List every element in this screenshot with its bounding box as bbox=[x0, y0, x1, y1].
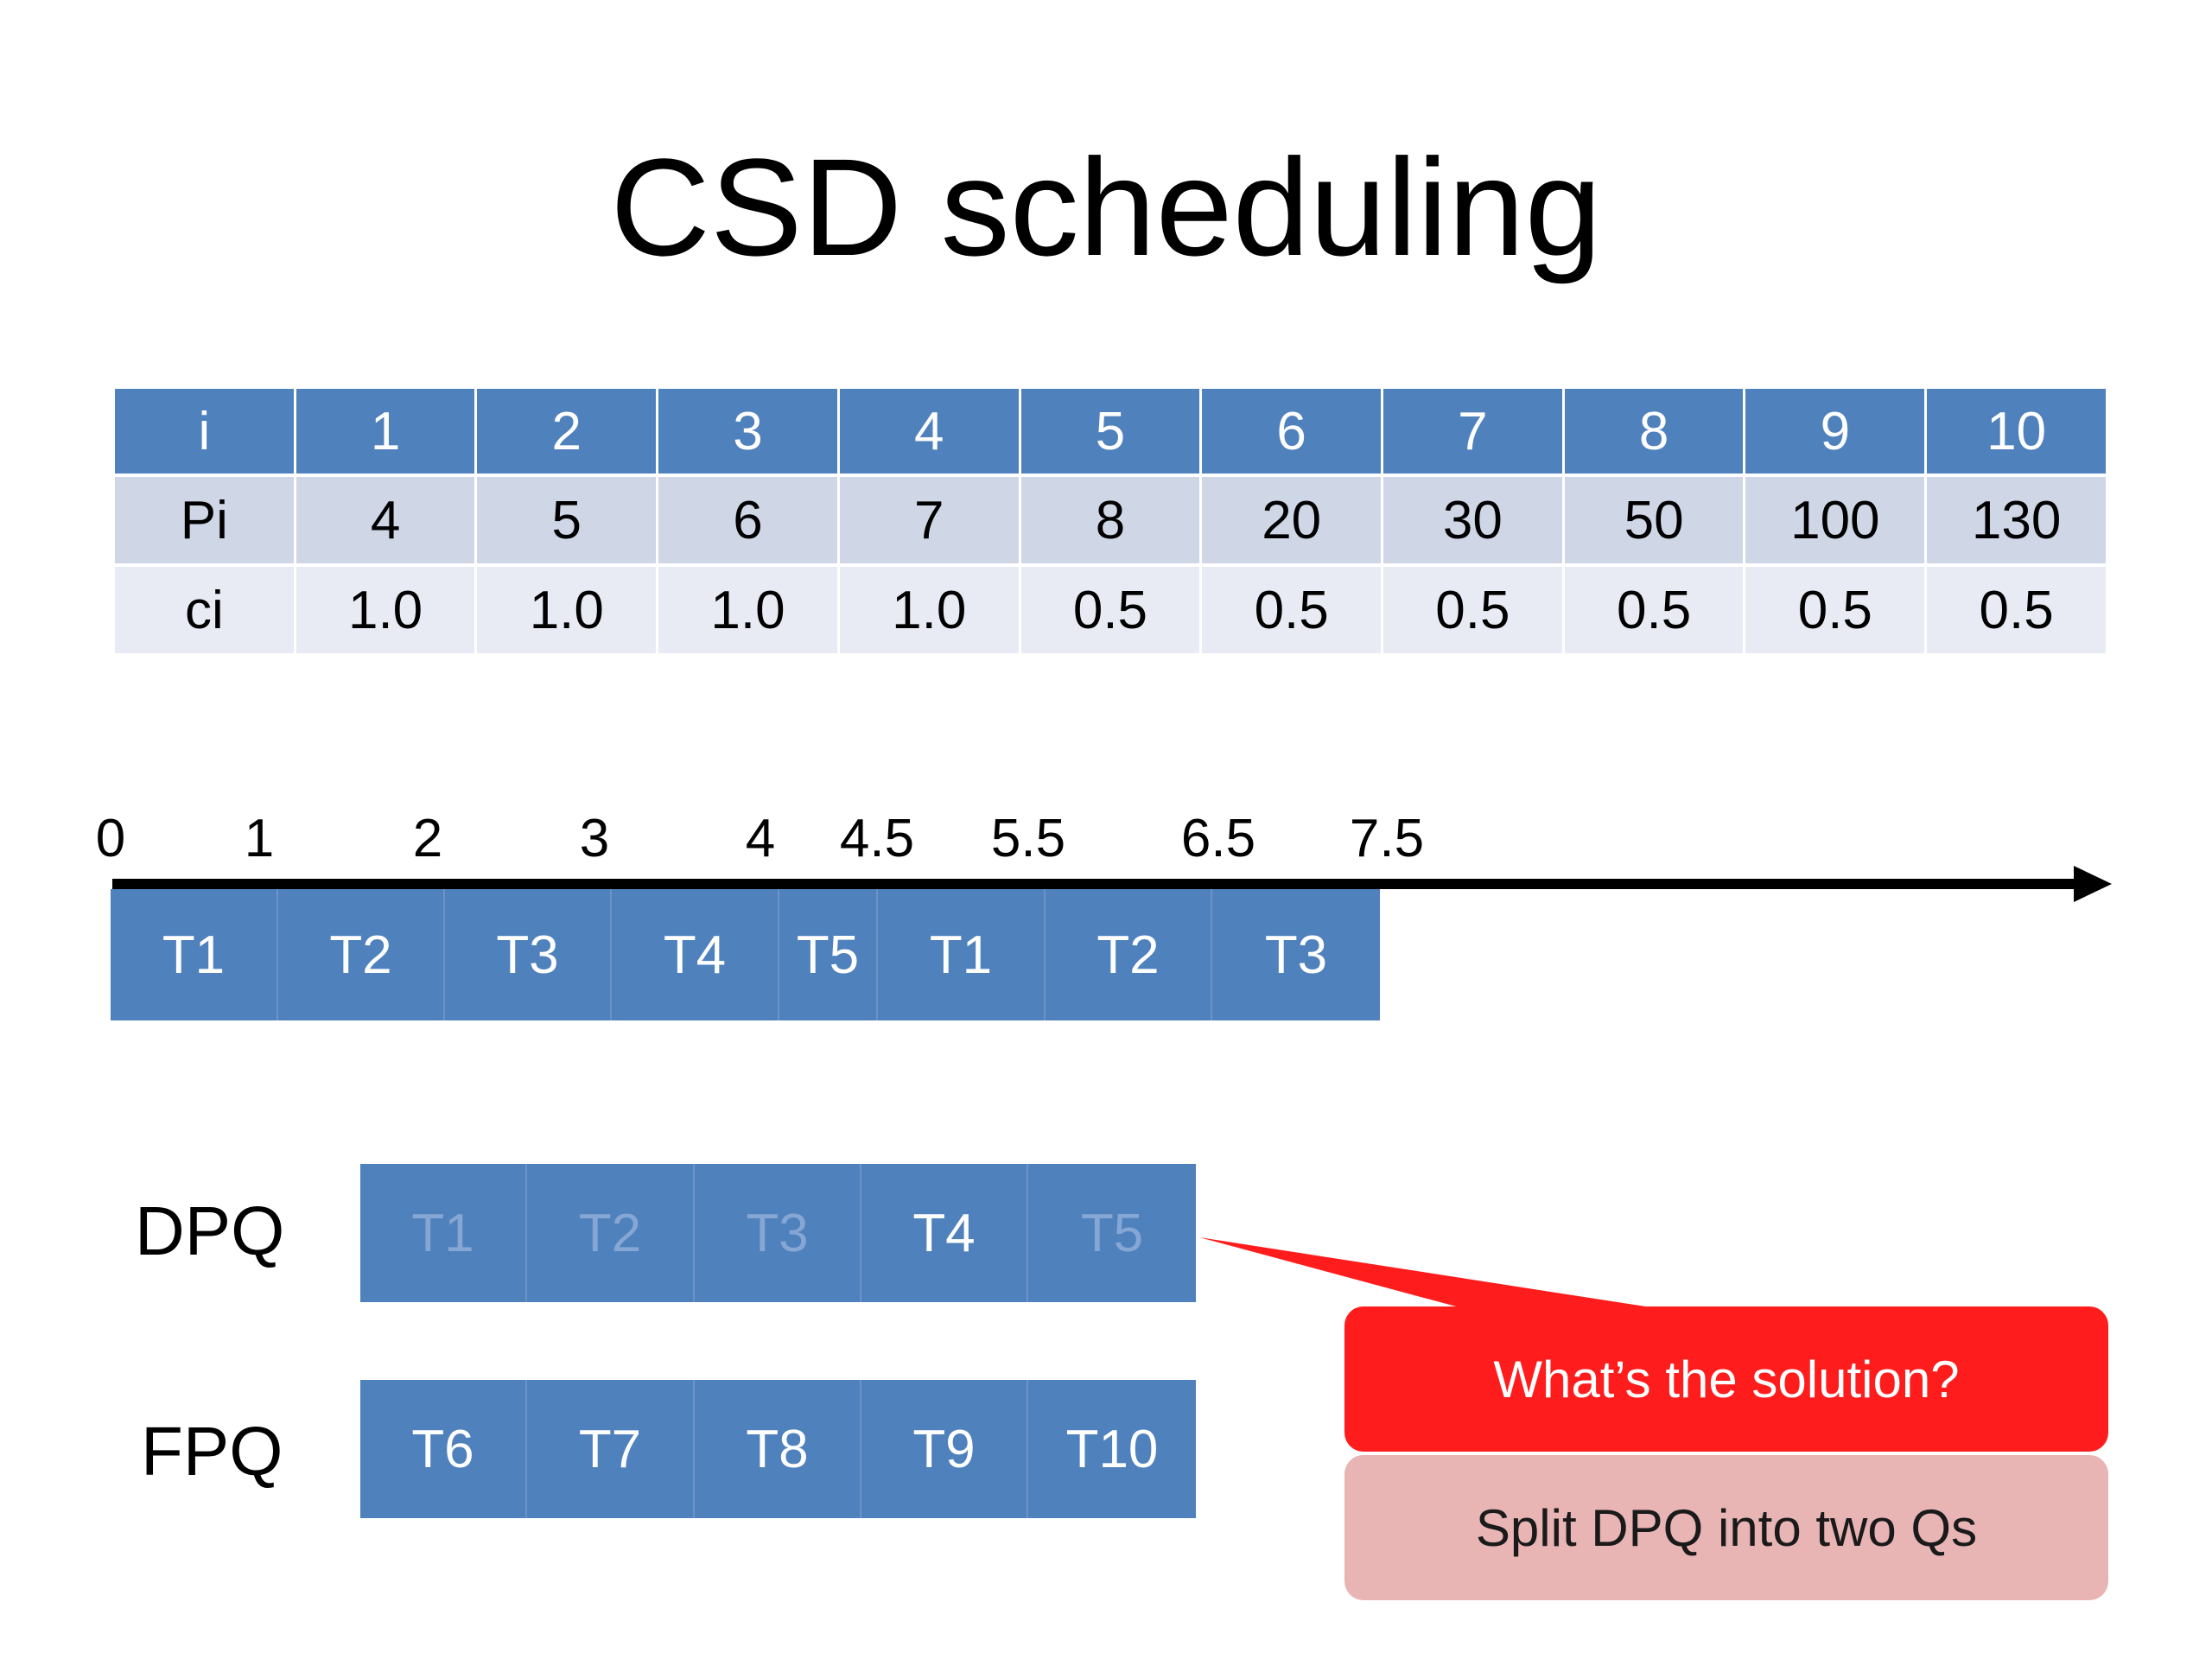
table-cell: 1.0 bbox=[296, 567, 475, 657]
dpq-task-active: T4 bbox=[861, 1164, 1028, 1302]
table-cell: 3 bbox=[658, 389, 837, 477]
fpq-task: T7 bbox=[527, 1380, 695, 1518]
table-cell: i bbox=[115, 389, 294, 477]
table-cell: 8 bbox=[1020, 477, 1200, 567]
table-cell: 0.5 bbox=[1020, 567, 1200, 657]
question-callout: What’s the solution? bbox=[1344, 1306, 2108, 1452]
table-header-row: i 1 2 3 4 5 6 7 8 9 10 bbox=[115, 389, 2106, 477]
table-cell: 0.5 bbox=[1927, 567, 2106, 657]
table-cell: 0.5 bbox=[1564, 567, 1744, 657]
table-cell: 100 bbox=[1745, 477, 1925, 567]
table-cell: 1.0 bbox=[658, 567, 837, 657]
fpq-label: FPQ bbox=[141, 1413, 283, 1490]
schedule-segment: T2 bbox=[1046, 889, 1212, 1020]
table-cell: 5 bbox=[1020, 389, 1200, 477]
dpq-task: T5 bbox=[1028, 1164, 1196, 1302]
dpq-task: T3 bbox=[695, 1164, 861, 1302]
axis-tick-label: 7.5 bbox=[1349, 809, 1425, 868]
fpq-task: T6 bbox=[360, 1380, 527, 1518]
table-cell: 8 bbox=[1564, 389, 1744, 477]
axis-tick-label: 4 bbox=[745, 809, 776, 868]
table-row-cost: ci 1.0 1.0 1.0 1.0 0.5 0.5 0.5 0.5 0.5 0… bbox=[115, 567, 2106, 657]
table-cell: 20 bbox=[1202, 477, 1382, 567]
schedule-segment: T5 bbox=[779, 889, 878, 1020]
table-cell: 5 bbox=[477, 477, 657, 567]
table-cell: 6 bbox=[658, 477, 837, 567]
table-cell: 50 bbox=[1564, 477, 1744, 567]
table-cell: 4 bbox=[296, 477, 475, 567]
table-cell: 130 bbox=[1927, 477, 2106, 567]
schedule-segment: T3 bbox=[445, 889, 612, 1020]
table-cell: 1 bbox=[296, 389, 475, 477]
table-cell: 0.5 bbox=[1202, 567, 1382, 657]
table-cell: 30 bbox=[1383, 477, 1562, 567]
table-cell: 9 bbox=[1745, 389, 1925, 477]
timeline-axis-line bbox=[112, 879, 2082, 889]
axis-tick-label: 5.5 bbox=[990, 809, 1066, 868]
table-cell: 2 bbox=[477, 389, 657, 477]
table-cell: 7 bbox=[1383, 389, 1562, 477]
table-cell: 0.5 bbox=[1383, 567, 1562, 657]
schedule-segment: T1 bbox=[111, 889, 278, 1020]
table-cell: Pi bbox=[115, 477, 294, 567]
schedule-segment: T4 bbox=[612, 889, 779, 1020]
schedule-segment: T3 bbox=[1212, 889, 1380, 1020]
axis-tick-label: 0 bbox=[95, 809, 126, 868]
fpq-task: T10 bbox=[1028, 1380, 1196, 1518]
table-cell: 6 bbox=[1202, 389, 1382, 477]
dpq-label: DPQ bbox=[135, 1192, 285, 1269]
answer-box: Split DPQ into two Qs bbox=[1344, 1455, 2108, 1600]
table-cell: 10 bbox=[1927, 389, 2106, 477]
task-parameter-table: i 1 2 3 4 5 6 7 8 9 10 Pi 4 5 6 7 8 20 3… bbox=[112, 389, 2108, 657]
schedule-segment: T2 bbox=[278, 889, 445, 1020]
schedule-segment: T1 bbox=[878, 889, 1046, 1020]
dpq-task: T1 bbox=[360, 1164, 527, 1302]
axis-tick-label: 2 bbox=[412, 809, 443, 868]
table-row-period: Pi 4 5 6 7 8 20 30 50 100 130 bbox=[115, 477, 2106, 567]
table-cell: 7 bbox=[839, 477, 1019, 567]
timeline-arrow-icon bbox=[2074, 866, 2112, 902]
axis-tick-label: 3 bbox=[579, 809, 610, 868]
axis-tick-label: 4.5 bbox=[839, 809, 915, 868]
fpq-task: T9 bbox=[861, 1380, 1028, 1518]
table-cell: 1.0 bbox=[839, 567, 1019, 657]
table-cell: 0.5 bbox=[1745, 567, 1925, 657]
dpq-task: T2 bbox=[527, 1164, 695, 1302]
table-cell: 4 bbox=[839, 389, 1019, 477]
table-cell: ci bbox=[115, 567, 294, 657]
table-cell: 1.0 bbox=[477, 567, 657, 657]
axis-tick-label: 6.5 bbox=[1180, 809, 1256, 868]
fpq-task: T8 bbox=[695, 1380, 861, 1518]
slide-title: CSD scheduling bbox=[610, 130, 1602, 284]
axis-tick-label: 1 bbox=[244, 809, 275, 868]
callout-pointer-shape bbox=[1199, 1237, 1668, 1310]
